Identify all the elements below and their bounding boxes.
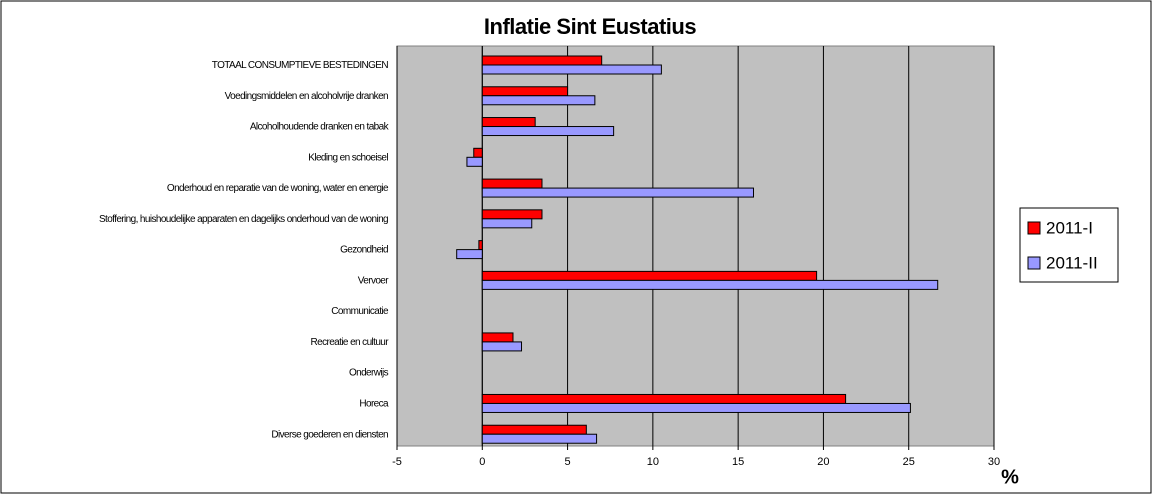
legend-label: 2011-I xyxy=(1046,218,1093,237)
bar xyxy=(481,178,543,189)
legend-swatch xyxy=(1027,221,1041,235)
bar xyxy=(481,117,536,128)
bar xyxy=(481,126,615,137)
y-tick-label: Gezondheid xyxy=(340,245,388,256)
y-tick-label: TOTAAL CONSUMPTIEVE BESTEDINGEN xyxy=(212,60,389,71)
bar xyxy=(481,341,523,352)
plot-background xyxy=(396,45,995,447)
y-tick-label: Voedingsmiddelen en alcoholvrije dranken xyxy=(225,91,388,102)
bar xyxy=(466,156,483,167)
bar xyxy=(481,332,514,343)
bar xyxy=(481,95,596,106)
bar xyxy=(481,433,598,444)
y-tick-label: Horeca xyxy=(359,398,389,409)
x-tick-label: 5 xyxy=(565,456,571,468)
x-tick-label: 10 xyxy=(647,456,659,468)
y-tick-label: Vervoer xyxy=(358,275,390,286)
y-tick-label: Alcoholhoudende dranken en tabak xyxy=(250,122,390,133)
x-tick-label: 0 xyxy=(479,456,485,468)
bar xyxy=(481,218,533,229)
y-tick-label: Onderhoud en reparatie van de woning, wa… xyxy=(167,183,389,194)
bar xyxy=(481,209,543,220)
bar xyxy=(481,64,662,75)
bar xyxy=(481,424,587,435)
bar xyxy=(456,249,483,260)
bar xyxy=(481,55,603,66)
bar xyxy=(478,240,483,251)
bar xyxy=(481,86,569,97)
legend-swatch xyxy=(1027,256,1041,270)
bar xyxy=(481,187,754,198)
x-axis-label: % xyxy=(1001,466,1019,488)
y-tick-label: Stoffering, huishoudelijke apparaten en … xyxy=(99,214,388,225)
bar xyxy=(481,402,911,413)
bar xyxy=(473,147,483,158)
bar xyxy=(481,393,847,404)
x-tick-label: 25 xyxy=(903,456,915,468)
bar xyxy=(481,270,818,281)
y-tick-label: Onderwijs xyxy=(349,368,389,379)
x-tick-label: 20 xyxy=(817,456,829,468)
chart-title: Inflatie Sint Eustatius xyxy=(484,14,696,39)
bar xyxy=(481,279,939,290)
x-tick-label: -5 xyxy=(392,456,402,468)
legend-box xyxy=(1019,207,1119,283)
y-tick-label: Kleding en schoeisel xyxy=(308,152,388,163)
x-tick-label: 30 xyxy=(988,456,1000,468)
y-tick-label: Communicatie xyxy=(331,306,389,317)
legend-label: 2011-II xyxy=(1046,253,1098,272)
y-tick-label: Diverse goederen en diensten xyxy=(271,429,388,440)
y-tick-label: Recreatie en cultuur xyxy=(311,337,390,348)
x-tick-label: 15 xyxy=(732,456,744,468)
